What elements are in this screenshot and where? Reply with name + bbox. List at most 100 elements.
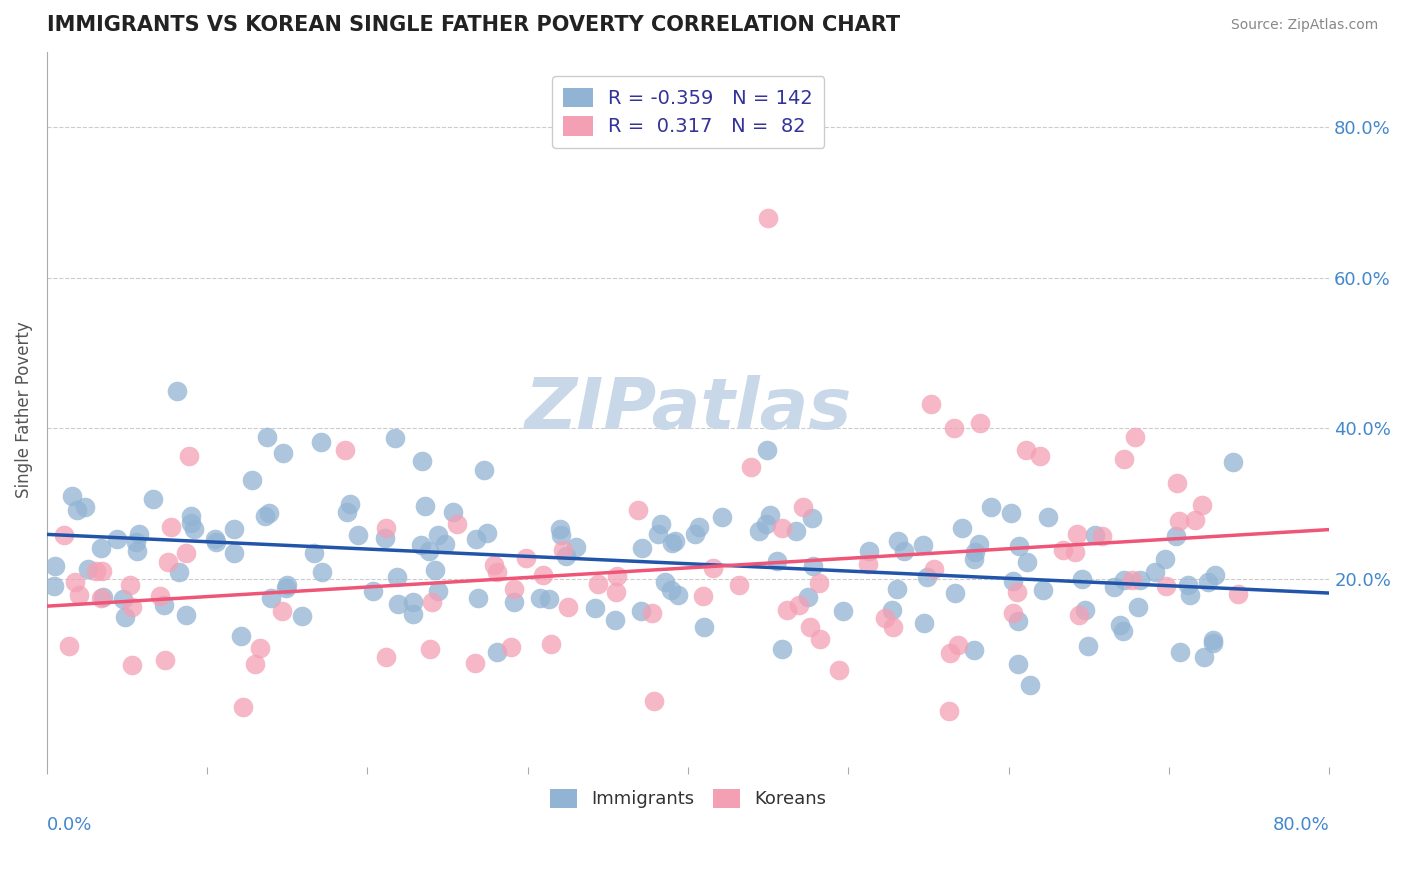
Immigrants (413, 500, 436, 514)
Text: 80.0%: 80.0% (1272, 816, 1329, 834)
Koreans (160, 519, 183, 533)
Immigrants (385, 570, 408, 584)
Immigrants (254, 509, 277, 524)
Immigrants (758, 508, 780, 523)
Immigrants (361, 583, 384, 598)
Immigrants (1077, 639, 1099, 653)
Immigrants (858, 544, 880, 558)
Immigrants (224, 522, 246, 536)
Koreans (67, 588, 90, 602)
Immigrants (1178, 588, 1201, 602)
Immigrants (661, 536, 683, 550)
Immigrants (91, 590, 114, 604)
Immigrants (1102, 580, 1125, 594)
Immigrants (1084, 528, 1107, 542)
Immigrants (647, 526, 669, 541)
Koreans (91, 564, 114, 578)
Koreans (740, 459, 762, 474)
Koreans (727, 577, 749, 591)
Immigrants (1017, 554, 1039, 568)
Immigrants (464, 533, 486, 547)
Koreans (486, 565, 509, 579)
Immigrants (44, 559, 66, 574)
Immigrants (654, 574, 676, 589)
Immigrants (912, 538, 935, 552)
Y-axis label: Single Father Poverty: Single Father Poverty (15, 321, 32, 498)
Immigrants (425, 564, 447, 578)
Koreans (120, 578, 142, 592)
Immigrants (229, 629, 252, 643)
Koreans (1123, 430, 1146, 444)
Immigrants (980, 500, 1002, 514)
Immigrants (426, 528, 449, 542)
Immigrants (418, 544, 440, 558)
Immigrants (224, 546, 246, 560)
Koreans (627, 503, 650, 517)
Koreans (1052, 542, 1074, 557)
Koreans (1167, 514, 1189, 528)
Immigrants (1126, 599, 1149, 614)
Immigrants (409, 538, 432, 552)
Koreans (249, 640, 271, 655)
Immigrants (1204, 568, 1226, 582)
Immigrants (42, 579, 65, 593)
Immigrants (710, 510, 733, 524)
Koreans (232, 699, 254, 714)
Koreans (446, 516, 468, 531)
Immigrants (666, 588, 689, 602)
Koreans (969, 416, 991, 430)
Immigrants (803, 559, 825, 574)
Immigrants (467, 591, 489, 605)
Immigrants (1197, 574, 1219, 589)
Koreans (1184, 512, 1206, 526)
Immigrants (1007, 614, 1029, 628)
Koreans (551, 542, 574, 557)
Immigrants (967, 537, 990, 551)
Immigrants (755, 516, 778, 531)
Koreans (531, 568, 554, 582)
Immigrants (271, 445, 294, 459)
Koreans (586, 577, 609, 591)
Text: ZIPatlas: ZIPatlas (524, 376, 852, 444)
Immigrants (114, 609, 136, 624)
Immigrants (427, 584, 450, 599)
Koreans (943, 421, 966, 435)
Immigrants (503, 595, 526, 609)
Immigrants (755, 443, 778, 458)
Immigrants (309, 435, 332, 450)
Immigrants (664, 534, 686, 549)
Koreans (177, 449, 200, 463)
Immigrants (402, 607, 425, 621)
Immigrants (374, 531, 396, 545)
Koreans (938, 646, 960, 660)
Immigrants (142, 491, 165, 506)
Koreans (692, 589, 714, 603)
Immigrants (603, 613, 626, 627)
Immigrants (401, 594, 423, 608)
Immigrants (943, 586, 966, 600)
Immigrants (180, 516, 202, 531)
Immigrants (1114, 573, 1136, 587)
Koreans (1005, 585, 1028, 599)
Koreans (375, 649, 398, 664)
Immigrants (128, 527, 150, 541)
Immigrants (893, 544, 915, 558)
Immigrants (912, 616, 935, 631)
Immigrants (1201, 636, 1223, 650)
Immigrants (257, 506, 280, 520)
Koreans (920, 397, 942, 411)
Immigrants (748, 524, 770, 538)
Koreans (420, 595, 443, 609)
Immigrants (1144, 565, 1167, 579)
Immigrants (766, 554, 789, 568)
Immigrants (1129, 573, 1152, 587)
Immigrants (125, 544, 148, 558)
Koreans (1191, 498, 1213, 512)
Immigrants (105, 532, 128, 546)
Immigrants (204, 532, 226, 546)
Koreans (1091, 529, 1114, 543)
Immigrants (565, 540, 588, 554)
Koreans (157, 555, 180, 569)
Koreans (808, 632, 831, 647)
Immigrants (1019, 678, 1042, 692)
